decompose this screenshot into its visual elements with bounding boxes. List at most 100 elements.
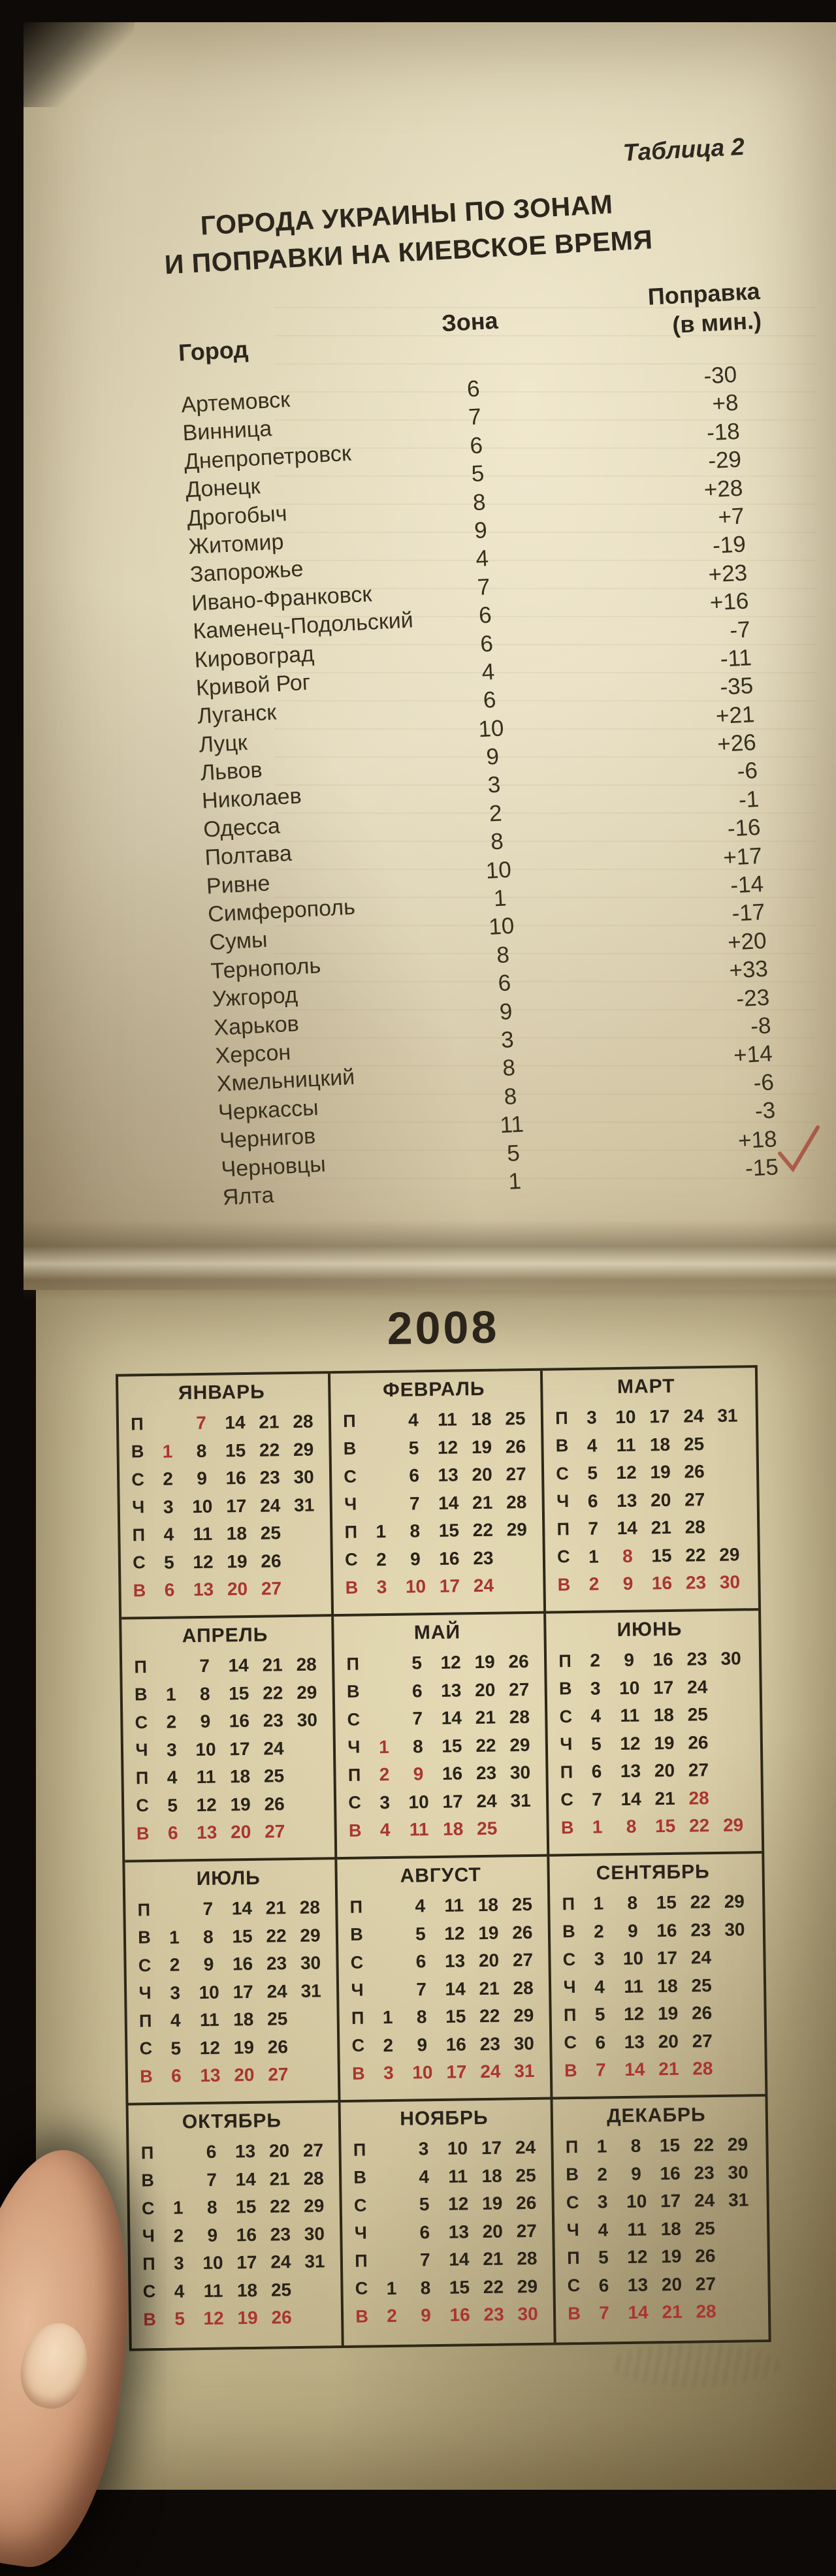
weekday-row: Ч 1 8 15 22 29 [341,1731,546,1762]
day-number: 28 [299,1897,321,1918]
weekday-row: С 5 12 19 26 [549,1457,757,1488]
day-number: 14 [449,2249,470,2270]
day-number: 23 [259,1467,280,1488]
city-name: Луганск [197,700,278,730]
day-number: 8 [206,2197,217,2218]
weekday-label: П [565,2136,579,2157]
day-number: 1 [162,1441,173,1462]
empty-day [719,2040,753,2041]
day-number: 2 [173,2225,184,2246]
zone-value: 9 [474,517,488,544]
day-number: 22 [259,1440,280,1460]
day-number: 27 [261,1578,282,1599]
empty-day [295,2019,329,2020]
day-number: 24 [270,2251,291,2272]
empty-day [712,1527,746,1528]
day-number: 12 [199,2037,221,2058]
month-title: МАЙ [413,1621,461,1644]
day-number: 30 [304,2223,325,2244]
day-number: 25 [511,1894,533,1915]
day-number: 6 [587,1490,598,1511]
correction-value: -3 [754,1097,777,1125]
weekday-label: С [353,2195,367,2215]
correction-value: -18 [706,418,741,446]
correction-value: +18 [737,1125,778,1153]
table2-label: Таблица 2 [622,133,745,167]
day-number: 18 [236,2279,258,2301]
day-number: 21 [262,1654,283,1675]
day-number: 6 [411,1681,423,1701]
day-number: 21 [654,1788,675,1809]
zone-value: 9 [498,998,513,1025]
day-number: 25 [266,2008,288,2029]
empty-day [288,1560,322,1561]
day-number: 17 [439,1575,460,1597]
zone-value: 2 [489,800,503,827]
day-number: 3 [173,2253,184,2274]
weekday-row: П 2 9 16 23 30 [341,1759,546,1790]
day-number: 17 [229,1738,250,1760]
weekday-row: С 1 8 15 22 29 [348,2272,553,2303]
day-number: 27 [684,1489,705,1510]
weekday-row: В 4 11 18 25 [549,1430,756,1460]
day-number: 10 [619,1677,640,1698]
day-number: 5 [408,1438,419,1458]
day-number: 1 [593,1893,604,1914]
weekday-label: В [558,1679,572,1699]
day-number: 5 [163,1552,174,1573]
city-name: Полтава [204,841,293,871]
day-number: 12 [616,1462,637,1483]
weekday-label: С [559,1706,573,1727]
day-number: 15 [232,1925,253,1947]
day-number: 9 [200,1711,211,1732]
zone-value: 3 [500,1027,515,1054]
weekday-row: П 7 14 21 28 [131,1893,336,1924]
month-block: ФЕВРАЛЬ П 4 11 18 25 В 5 12 19 26 С 6 13 20 27 Ч 7 14 21 28 П… [330,1370,547,1617]
weekday-row: Ч 2 9 16 23 30 [135,2220,340,2251]
month-title: МАРТ [617,1375,675,1398]
day-number: 7 [419,2249,430,2270]
day-number: 2 [166,1711,177,1732]
weekday-row: Ч 4 11 18 25 [560,2214,767,2244]
day-number: 16 [445,2034,467,2055]
day-number: 6 [419,2221,430,2243]
weekday-label: В [345,1577,359,1598]
table2-title: ГОРОДА УКРАИНЫ ПО ЗОНАМ И ПОПРАВКИ НА КИ… [26,177,789,292]
day-number: 16 [660,2163,681,2184]
weekday-label: С [562,1949,576,1970]
weekday-row: В 1 8 15 22 29 [554,1811,762,1842]
day-number: 24 [263,1737,284,1759]
weekday-label: В [343,1438,357,1459]
day-number: 1 [172,2197,184,2218]
day-number: 20 [234,2065,255,2085]
day-number: 1 [378,1736,389,1757]
zone-value: 6 [497,970,512,997]
day-number: 30 [509,1762,531,1783]
day-number: 9 [197,1468,208,1489]
weekday-label: Ч [354,2223,368,2244]
day-number: 23 [270,2223,291,2245]
weekday-label: Ч [344,1494,357,1515]
weekday-row: П 5 12 19 26 [340,1648,545,1679]
day-number: 9 [410,1549,421,1570]
empty-day [715,1770,749,1771]
day-number: 17 [649,1406,670,1427]
day-number: 8 [202,1926,214,1947]
weekday-label: С [138,1955,152,1976]
calendar-grid: ЯНВАРЬ П 7 14 21 28 В 1 8 15 22 29 С 2 9 16 23 30 Ч 3 10 17 24… [115,1365,771,2351]
correction-value: -30 [703,361,738,389]
day-number: 10 [408,1791,429,1812]
day-number: 10 [615,1406,636,1428]
day-number: 12 [193,1551,214,1572]
day-number: 26 [691,2003,713,2023]
day-number: 2 [387,2306,398,2326]
city-name: Черновцы [220,1151,327,1182]
day-number: 22 [479,2005,500,2027]
day-number: 26 [512,1922,533,1943]
weekday-row: П 5 12 19 26 [556,1999,764,2029]
zone-value: 10 [485,856,512,884]
day-number: 18 [660,2218,682,2239]
empty-day [715,1742,749,1743]
day-number: 12 [627,2246,648,2268]
day-number: 31 [514,2061,535,2082]
